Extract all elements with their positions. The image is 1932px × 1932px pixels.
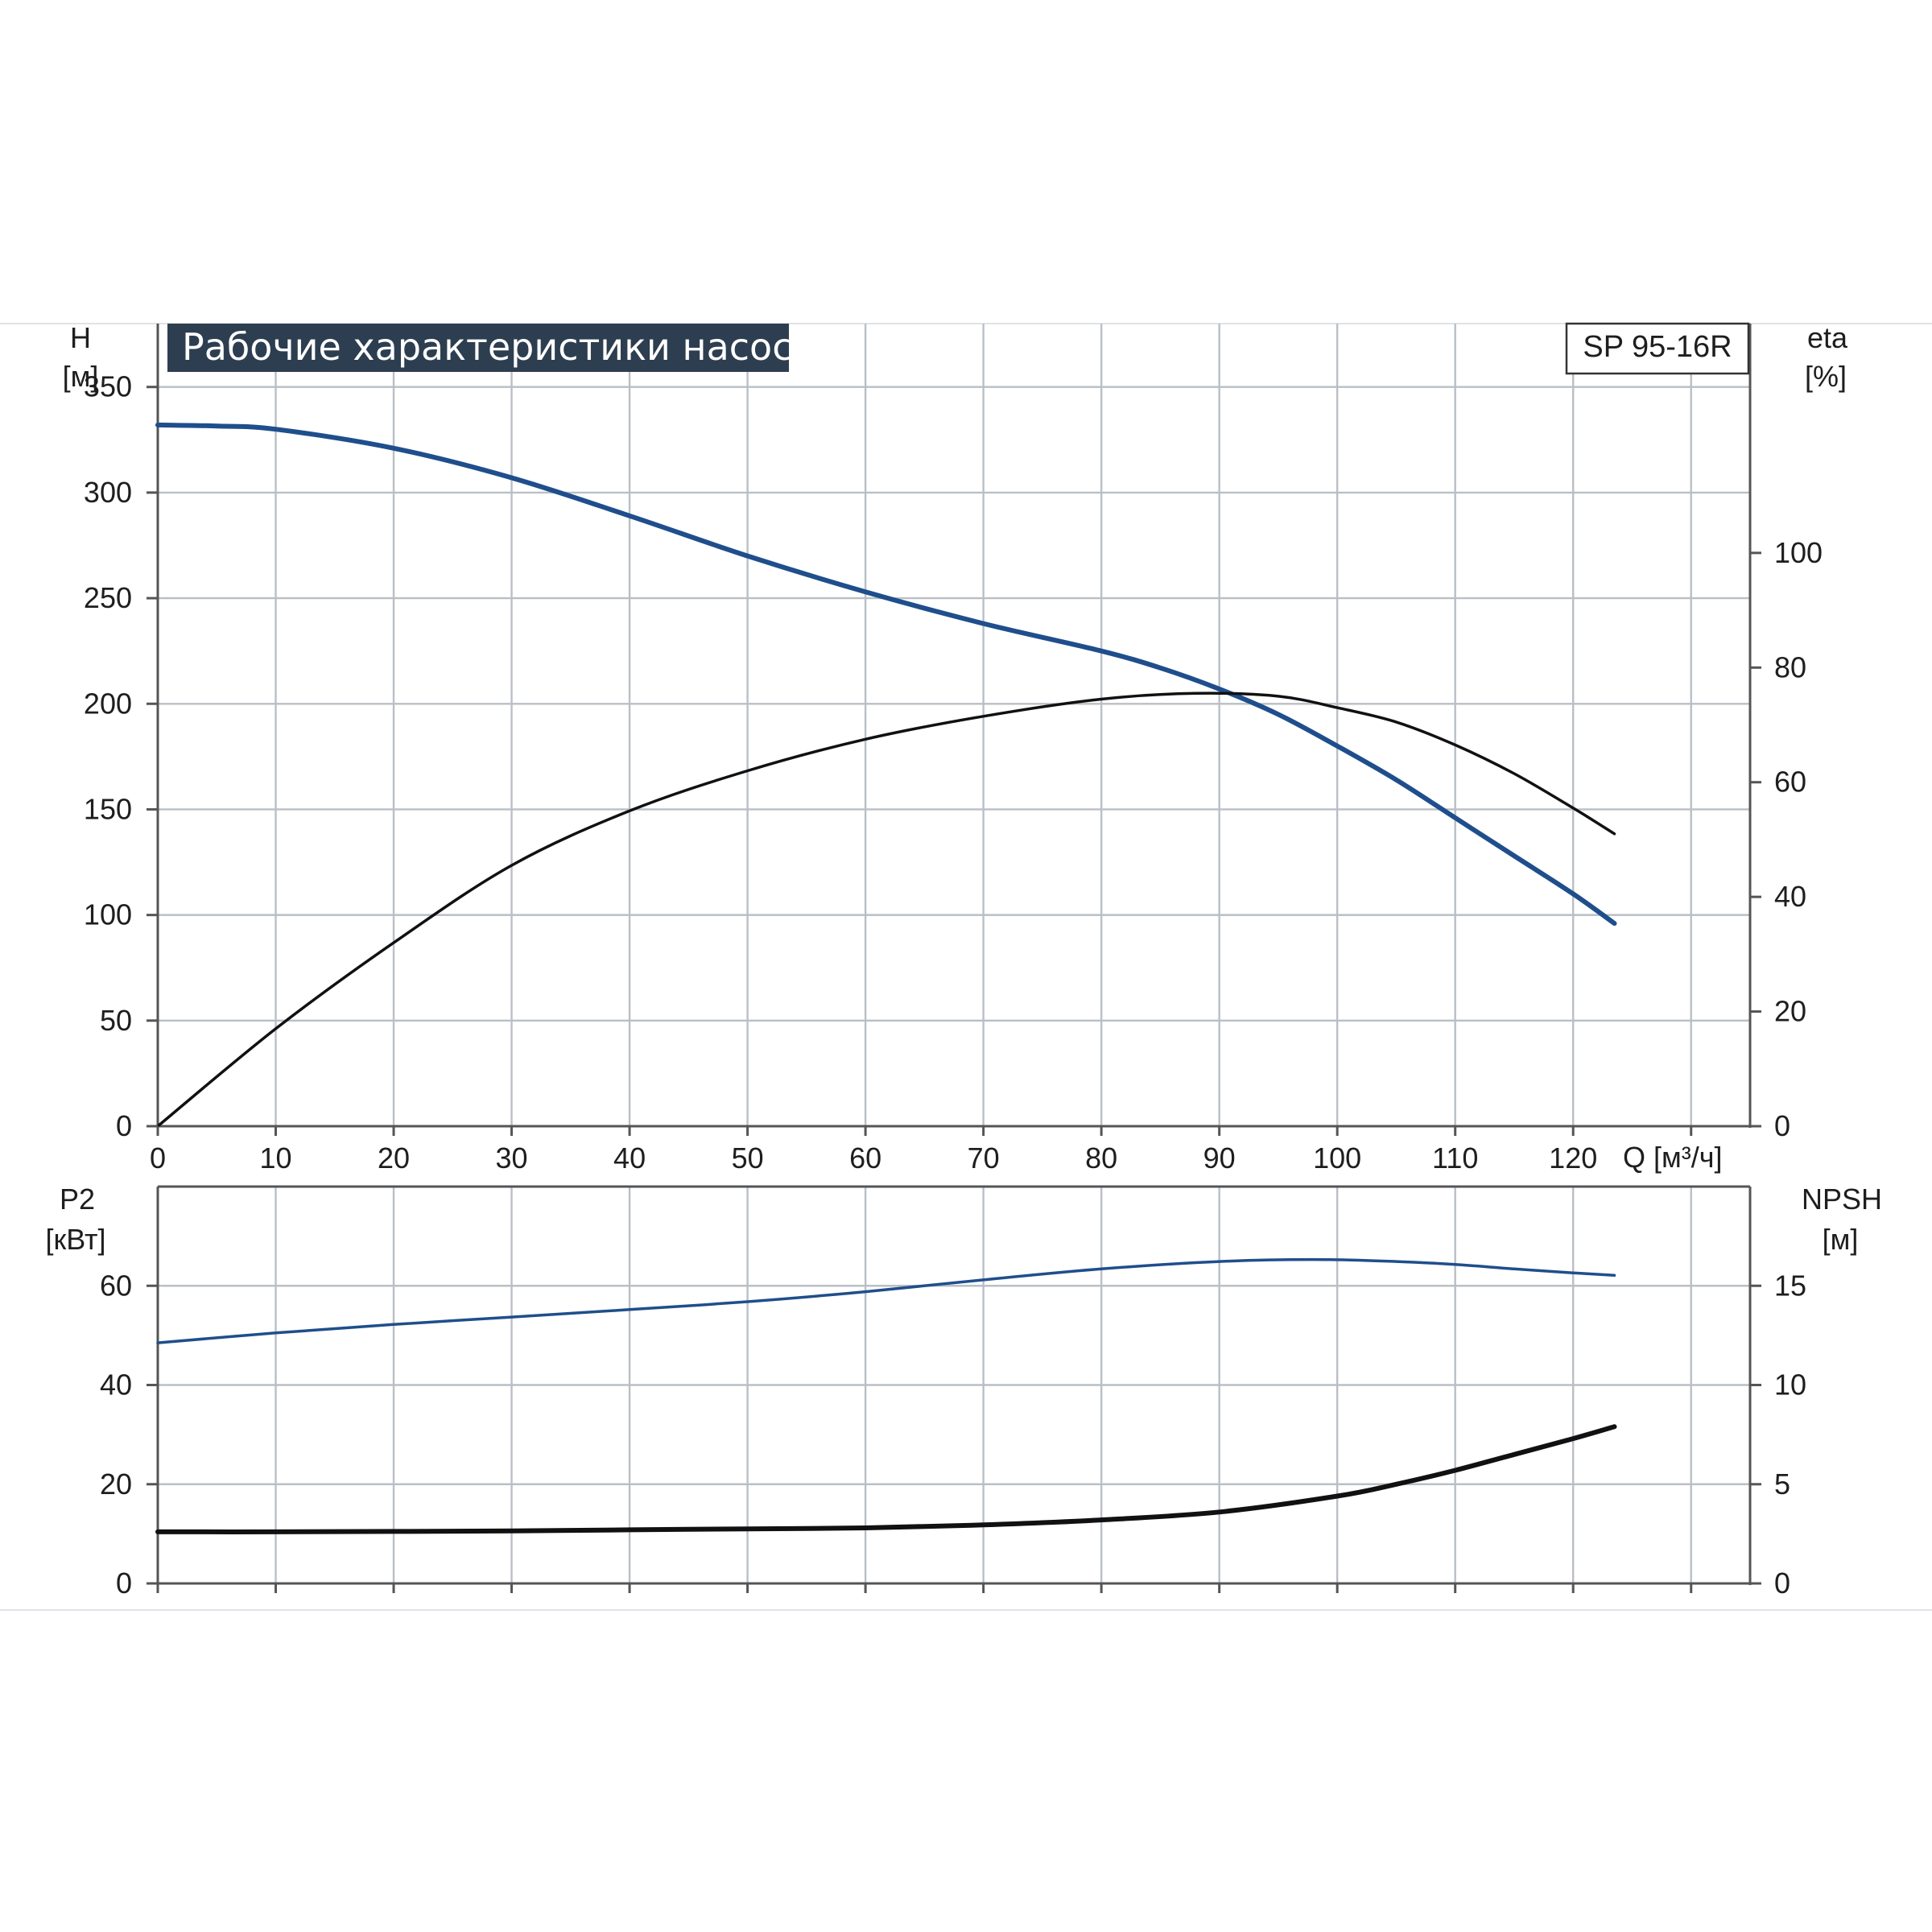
top-left-tick-label: 300: [84, 476, 132, 509]
x-tick-label: 120: [1549, 1141, 1597, 1174]
h-axis-unit: [м]: [63, 360, 99, 393]
series-layer: [155, 422, 1617, 1534]
eta-axis-label: eta: [1807, 321, 1848, 354]
bottom-series-0-curve: [156, 1257, 1616, 1344]
top-left-tick-label: 350: [84, 370, 132, 403]
top-left-tick-label: 150: [84, 792, 132, 825]
top-left-tick-label: 50: [100, 1004, 132, 1037]
eta-axis-unit: [%]: [1805, 360, 1847, 393]
title-box: [167, 324, 789, 372]
bottom-left-tick-label: 60: [100, 1269, 132, 1302]
npsh-axis-unit: [м]: [1823, 1223, 1859, 1256]
top-plot-grid: [147, 324, 1761, 1128]
x-tick-label: 60: [849, 1141, 881, 1174]
bottom-right-tick-label: 15: [1774, 1269, 1806, 1302]
top-right-tick-label: 20: [1774, 995, 1806, 1028]
p2-axis-label: P2: [60, 1183, 95, 1216]
x-tick-label: 10: [259, 1141, 291, 1174]
model-label: SP 95-16R: [1583, 330, 1732, 364]
top-right-tick-label: 40: [1774, 880, 1806, 913]
x-tick-label: 20: [378, 1141, 410, 1174]
top-series-0-curve: [155, 422, 1617, 927]
top-left-tick-label: 0: [116, 1109, 132, 1142]
bottom-plot-grid: [147, 1185, 1761, 1585]
chart-title: Рабочие характеристики насоса: [182, 325, 815, 369]
x-tick-label: 100: [1313, 1141, 1361, 1174]
bottom-right-tick-label: 10: [1774, 1368, 1806, 1402]
top-left-tick-label: 250: [84, 581, 132, 614]
q-axis-label: Q [м³/ч]: [1623, 1141, 1723, 1174]
model-box: [1565, 322, 1750, 375]
x-tick-label: 70: [968, 1141, 1000, 1174]
bottom-series-1-curve: [155, 1424, 1617, 1534]
h-axis-label: H: [70, 321, 91, 354]
top-series-1-curve: [156, 691, 1616, 1128]
x-tick-label: 110: [1432, 1141, 1478, 1174]
top-left-tick-label: 200: [84, 687, 132, 720]
x-tick-label: 80: [1085, 1141, 1117, 1174]
p2-axis-unit: [кВт]: [45, 1223, 105, 1256]
x-tick-label: 90: [1203, 1141, 1236, 1174]
bottom-right-tick-label: 0: [1774, 1567, 1790, 1600]
bottom-left-tick-label: 0: [116, 1567, 132, 1600]
bottom-left-tick-label: 40: [100, 1368, 132, 1402]
top-left-tick-label: 100: [84, 898, 132, 931]
npsh-axis-label: NPSH: [1802, 1183, 1882, 1216]
top-right-tick-label: 0: [1774, 1109, 1790, 1142]
top-right-tick-label: 60: [1774, 766, 1806, 799]
x-tick-label: 30: [496, 1141, 528, 1174]
top-right-tick-label: 100: [1774, 536, 1823, 569]
top-right-tick-label: 80: [1774, 650, 1806, 683]
bottom-right-tick-label: 5: [1774, 1468, 1790, 1501]
x-tick-label: 50: [732, 1141, 764, 1174]
x-tick-label: 40: [613, 1141, 646, 1174]
x-tick-label: 0: [150, 1141, 166, 1174]
bottom-left-tick-label: 20: [100, 1468, 132, 1501]
